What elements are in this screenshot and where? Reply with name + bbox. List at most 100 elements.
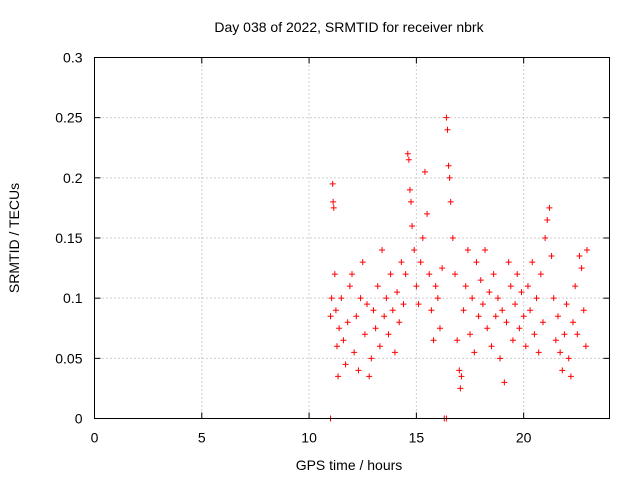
data-point [548,253,555,260]
data-point [574,331,581,338]
data-point [561,331,568,338]
data-point [357,295,364,302]
data-point [383,295,390,302]
data-point [406,186,413,193]
data-point [464,247,471,254]
data-point [444,126,451,133]
data-point [484,325,491,332]
y-tick-label: 0 [75,411,83,427]
data-point [447,198,454,205]
data-point [524,283,531,290]
y-tick-labels: 0 0.05 0.1 0.15 0.2 0.25 0.3 [55,50,82,427]
data-point [389,307,396,314]
data-point [479,301,486,308]
data-point [333,343,340,350]
data-point [467,331,474,338]
y-tick-label: 0.2 [63,170,83,186]
data-point [344,319,351,326]
data-point [351,349,358,356]
data-point [349,271,355,278]
y-tick-label: 0.15 [55,230,82,246]
data-point [432,283,439,290]
data-point [477,277,484,284]
data-point [439,265,446,272]
data-point [361,331,368,338]
data-point [331,271,338,278]
data-point [379,247,386,254]
data-point [359,259,366,266]
data-point [512,301,519,308]
data-point [421,168,428,175]
data-point [497,355,504,362]
data-point [335,373,342,380]
y-tick-label: 0.3 [63,50,83,66]
data-point [456,367,463,374]
data-point [509,337,516,344]
data-point [522,343,529,350]
x-tick-label: 15 [409,430,425,446]
data-point [527,307,534,314]
data-point [405,156,412,163]
data-point [482,247,489,254]
data-point [430,337,437,344]
data-point [471,349,478,356]
data-point [537,271,544,278]
data-point [434,295,441,302]
data-point [542,235,549,241]
y-tick-label: 0.25 [55,110,82,126]
data-point [452,271,458,278]
data-point [563,301,570,308]
y-tick-label: 0.1 [63,290,83,306]
data-point [469,295,476,302]
data-point [580,307,587,314]
data-point [404,150,411,157]
data-point [520,313,527,320]
data-point [376,343,383,350]
y-tick-label: 0.05 [55,350,82,366]
data-point [499,307,506,314]
data-point [494,295,501,302]
data-point [424,210,431,217]
x-tick-label: 5 [198,430,206,446]
data-point [426,271,433,278]
data-point [529,259,536,266]
data-point [411,247,418,254]
data-point [370,307,377,314]
data-point [518,289,525,296]
data-point [507,283,514,290]
data-point [353,313,360,320]
x-tick-label: 0 [91,430,99,446]
data-point [514,271,521,278]
grid [94,57,610,419]
data-point [552,337,559,344]
data-point [346,283,353,290]
axis-ticks [94,57,610,419]
data-point [385,331,392,338]
data-point [443,114,450,121]
data-point [366,373,373,380]
data-point [460,307,467,314]
data-point [505,259,512,266]
data-point [328,295,335,302]
data-point [486,289,493,296]
x-axis-title: GPS time / hours [296,457,403,473]
data-point [391,349,398,356]
data-point [417,259,424,266]
data-point [372,325,379,332]
data-point [516,325,523,332]
data-point [368,355,375,362]
data-point [488,343,495,350]
data-point [332,307,339,314]
data-point [408,198,415,205]
data-point [413,283,420,290]
data-point [374,283,381,290]
data-point [531,331,538,338]
data-point [565,355,572,362]
data-point [544,216,551,223]
data-point [340,337,347,344]
data-point [342,361,349,368]
data-point [539,319,546,326]
data-point [473,259,480,266]
data-point [583,247,590,254]
data-point [387,271,394,278]
